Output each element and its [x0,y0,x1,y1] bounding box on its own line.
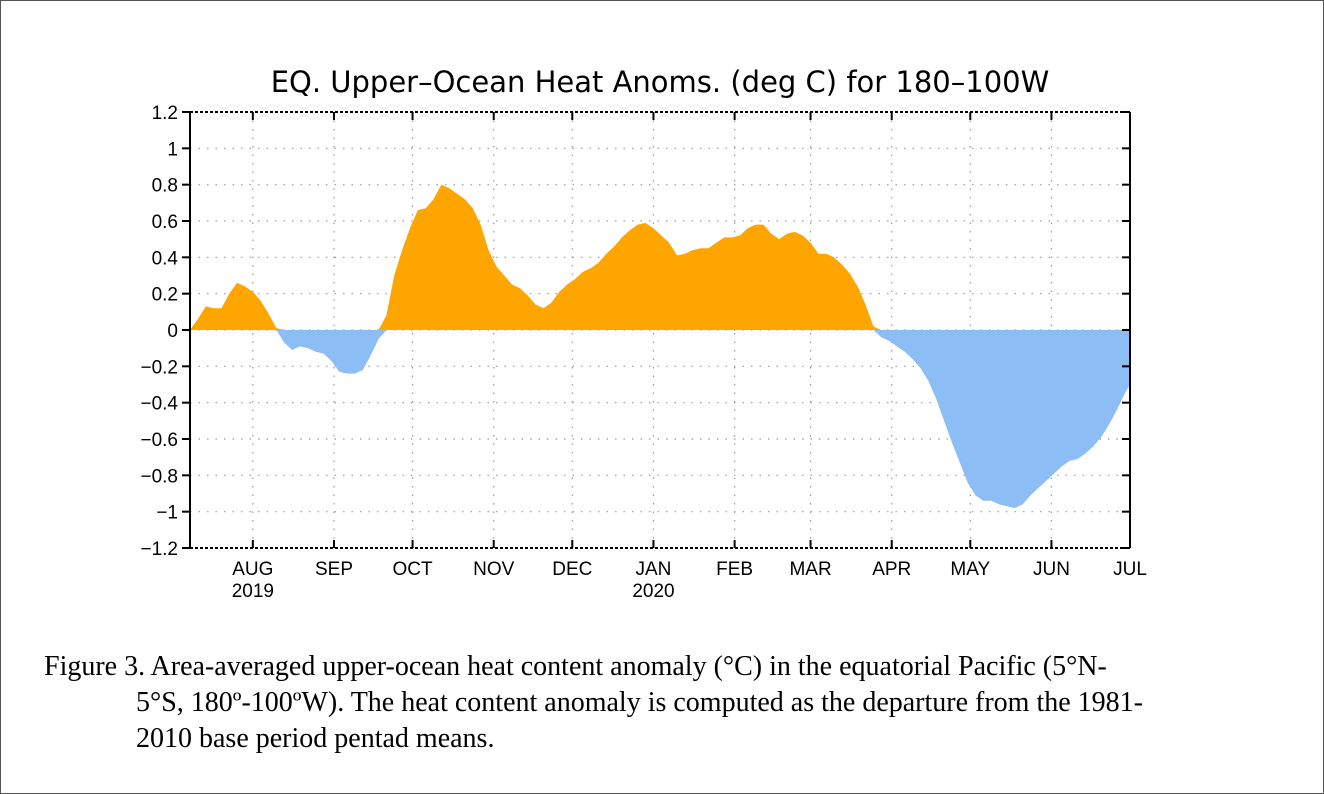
x-tick-label: NOV [473,559,515,580]
y-tick-label: 0.4 [152,248,179,269]
x-tick-label: SEP [315,559,353,580]
y-tick-label: −1.2 [140,539,178,560]
chart-title: EQ. Upper–Ocean Heat Anoms. (deg C) for … [271,65,1050,99]
y-tick-label: −0.8 [140,466,178,487]
x-tick-label: OCT [393,559,434,580]
y-tick-label: −0.6 [140,430,178,451]
x-tick-label: APR [872,559,911,580]
y-tick-label: −1 [156,503,178,524]
x-tick-label: JUN [1033,559,1070,580]
y-tick-label: −0.2 [140,357,178,378]
x-tick-label: MAY [950,559,990,580]
x-tick-label: JAN [636,559,672,580]
caption-line-3: 2010 base period pentad means. [136,723,495,754]
y-tick-label: 0.8 [152,176,178,197]
heat-anomaly-chart: EQ. Upper–Ocean Heat Anoms. (deg C) for … [140,65,1147,602]
y-tick-label: 0.6 [152,212,178,233]
y-tick-label: −0.4 [140,394,178,415]
x-tick-label: FEB [716,559,753,580]
caption-line-1: Figure 3. Area-averaged upper-ocean heat… [44,651,1107,682]
x-tick-label: JUL [1113,559,1147,580]
negative-anomaly-area [190,330,1130,509]
positive-anomaly-area [190,184,1130,330]
anomaly-area [190,184,1130,509]
x-tick-year-label: 2019 [232,581,274,602]
y-axis-ticks: 1.2 1 0.8 0.6 0.4 0.2 0 −0.2 −0.4 −0.6 −0.8 −1 −1.2 [140,103,1130,560]
x-tick-year-label: 2020 [632,581,674,602]
x-tick-label: MAR [789,559,831,580]
figure-caption: Figure 3. Area-averaged upper-ocean heat… [44,649,1294,757]
y-tick-label: 1.2 [152,103,178,124]
x-tick-label: DEC [552,559,592,580]
y-tick-label: 1 [167,139,178,160]
y-tick-label: 0.2 [152,285,178,306]
x-tick-label: AUG [232,559,273,580]
y-tick-label: 0 [167,321,178,342]
caption-line-2: 5°S, 180º-100ºW). The heat content anoma… [136,687,1143,718]
